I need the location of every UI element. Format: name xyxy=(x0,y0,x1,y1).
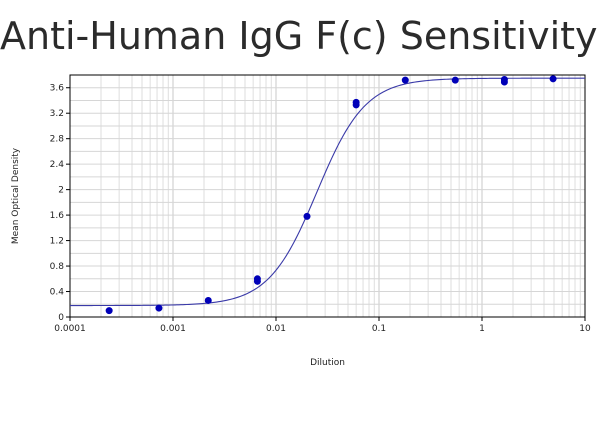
x-tick-label: 0.001 xyxy=(160,324,186,334)
x-tick-label: 0.1 xyxy=(372,324,386,334)
grid-lines xyxy=(70,75,585,317)
x-tick-label: 0.0001 xyxy=(54,324,86,334)
chart-title: Anti-Human IgG F(c) Sensitivity xyxy=(0,14,598,58)
data-point xyxy=(105,307,113,315)
fit-curve xyxy=(70,77,585,307)
y-axis-label: Mean Optical Density xyxy=(11,147,21,244)
data-point xyxy=(451,76,459,84)
axis-ticks: 0 0.4 0.8 1.2 1.6 2 2.4 2.8 3.2 3.6 0.0001 0.001 0.0… xyxy=(50,84,591,334)
data-point xyxy=(253,275,261,283)
y-tick-label: 3.6 xyxy=(50,84,65,94)
y-tick-label: 2 xyxy=(58,186,64,196)
data-point xyxy=(549,75,557,83)
x-tick-label: 0.01 xyxy=(266,324,286,334)
data-point xyxy=(303,212,311,220)
x-tick-label: 10 xyxy=(579,324,591,334)
y-tick-label: 0.4 xyxy=(50,288,65,298)
y-tick-label: 3.2 xyxy=(50,109,64,119)
plot-frame xyxy=(69,74,586,318)
y-tick-label: 1.6 xyxy=(50,211,65,221)
data-point xyxy=(352,98,360,106)
y-tick-label: 2.8 xyxy=(50,135,65,145)
y-tick-label: 2.4 xyxy=(50,160,65,170)
data-point xyxy=(204,296,212,304)
x-axis-label: Dilution xyxy=(310,358,345,368)
y-tick-label: 0 xyxy=(58,313,64,323)
data-point xyxy=(155,304,163,312)
data-points xyxy=(105,75,557,315)
y-tick-label: 0.8 xyxy=(50,262,65,272)
data-point xyxy=(401,76,409,84)
data-point xyxy=(500,75,508,83)
x-tick-label: 1 xyxy=(479,324,485,334)
y-tick-label: 1.2 xyxy=(50,237,64,247)
